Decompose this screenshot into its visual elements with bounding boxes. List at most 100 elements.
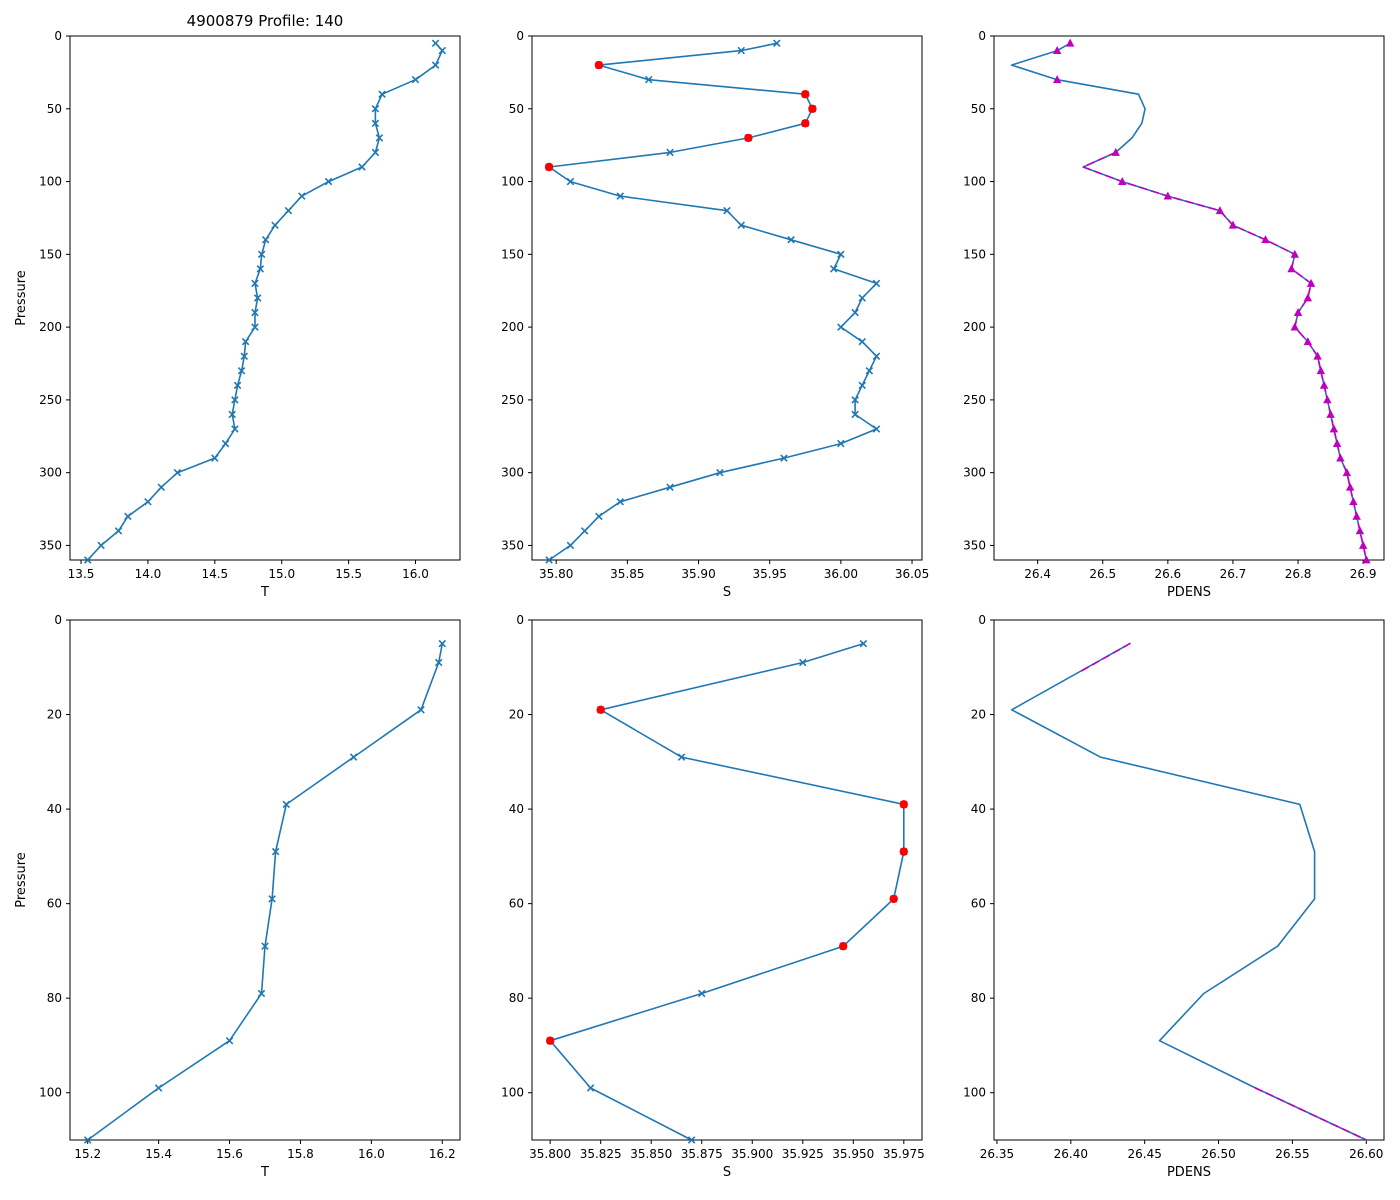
x-marker: [799, 658, 807, 667]
x-marker: [411, 75, 420, 84]
y-tick-label: 0: [516, 613, 524, 627]
x-marker: [566, 541, 575, 550]
y-tick-label: 250: [39, 393, 62, 407]
x-marker: [349, 753, 358, 761]
x-marker: [83, 556, 92, 564]
y-tick-label: 200: [963, 320, 986, 334]
x-tick-label: 26.60: [1349, 1147, 1383, 1161]
x-marker: [677, 753, 686, 761]
x-tick-label: 26.40: [1054, 1147, 1088, 1161]
x-marker: [154, 1084, 163, 1092]
y-tick-label: 50: [971, 102, 986, 116]
y-tick-label: 20: [47, 708, 62, 722]
series-line-salinity: [548, 42, 878, 561]
x-tick-label: 26.4: [1024, 567, 1051, 581]
y-tick-label: 250: [501, 393, 524, 407]
triangle-marker: [1332, 438, 1342, 447]
x-marker: [371, 148, 380, 157]
y-tick-label: 20: [971, 708, 986, 722]
x-marker: [378, 90, 386, 98]
x-marker: [271, 847, 280, 856]
x-marker: [298, 192, 306, 200]
x-marker: [253, 294, 262, 302]
x-marker: [431, 39, 440, 48]
x-marker: [83, 1136, 92, 1144]
x-tick-label: 26.9: [1350, 567, 1377, 581]
flagged-point-marker: [596, 705, 605, 715]
x-axis-label: T: [260, 1165, 269, 1180]
x-tick-label: 35.825: [580, 1147, 622, 1161]
y-tick-label: 200: [501, 320, 524, 334]
triangle-marker: [1052, 45, 1062, 54]
y-tick-label: 80: [971, 991, 986, 1005]
x-axis-label: T: [260, 585, 269, 600]
x-tick-label: 15.8: [287, 1147, 314, 1161]
y-tick-label: 100: [501, 175, 524, 189]
flagged-point-marker: [838, 941, 848, 951]
x-marker: [851, 308, 859, 317]
flagged-point-marker: [889, 894, 898, 904]
triangle-marker: [1326, 409, 1335, 418]
x-tick-label: 26.6: [1154, 567, 1181, 581]
x-marker: [282, 800, 291, 809]
x-axis-label: S: [723, 585, 731, 600]
x-marker: [261, 942, 269, 950]
y-tick-label: 40: [47, 802, 62, 816]
triangle-marker: [1319, 380, 1329, 389]
x-marker: [687, 1136, 696, 1144]
triangle-marker: [1287, 264, 1296, 273]
triangle-marker: [1329, 424, 1339, 433]
x-marker: [124, 512, 132, 521]
triangle-marker: [1118, 176, 1127, 185]
x-tick-label: 35.800: [529, 1147, 571, 1161]
x-tick-label: 14.0: [135, 567, 162, 581]
y-tick-label: 350: [501, 538, 524, 552]
series-line-salinity: [549, 642, 905, 1141]
y-tick-label: 100: [39, 175, 62, 189]
x-tick-label: 15.5: [335, 567, 362, 581]
figure-title: 4900879 Profile: 140: [187, 12, 344, 30]
series-line-pdens-overlay-dashed: [1082, 151, 1368, 561]
triangle-marker: [1306, 278, 1316, 287]
x-tick-label: 14.5: [201, 567, 228, 581]
y-axis-label: Pressure: [14, 852, 29, 908]
series-line-temperature: [86, 642, 444, 1141]
y-tick-label: 20: [509, 708, 524, 722]
x-marker: [737, 221, 745, 229]
y-tick-label: 80: [509, 991, 524, 1005]
y-tick-label: 300: [501, 466, 524, 480]
x-marker: [723, 206, 731, 215]
x-marker: [251, 323, 259, 331]
y-tick-label: 60: [971, 897, 986, 911]
triangle-marker: [1293, 307, 1303, 316]
x-marker: [284, 206, 293, 215]
x-tick-label: 35.95: [753, 567, 787, 581]
triangle-marker: [1261, 235, 1270, 244]
x-marker: [233, 381, 242, 390]
y-tick-label: 60: [47, 897, 62, 911]
x-marker: [851, 396, 859, 404]
y-tick-label: 200: [39, 320, 62, 334]
pdens-profile-chart-full: 26.4 26.5 26.6 26.7 26.8 26.9 0 50 100 150 200 250 3…: [963, 29, 1385, 600]
triangle-marker: [1052, 75, 1062, 84]
y-tick-label: 0: [978, 613, 986, 627]
x-marker: [586, 1084, 595, 1092]
y-tick-label: 150: [963, 247, 986, 261]
flagged-point-marker: [744, 133, 753, 143]
x-marker: [851, 410, 859, 419]
triangle-marker: [1358, 540, 1368, 549]
x-marker: [837, 323, 845, 331]
x-marker: [829, 265, 838, 273]
triangle-marker: [1316, 366, 1326, 375]
x-tick-label: 26.7: [1220, 567, 1247, 581]
y-tick-label: 40: [971, 802, 986, 816]
x-tick-label: 35.90: [681, 567, 715, 581]
y-tick-label: 250: [963, 393, 986, 407]
x-marker: [97, 541, 105, 550]
triangle-marker: [1342, 468, 1352, 477]
y-tick-label: 0: [978, 29, 986, 43]
x-marker: [438, 639, 447, 648]
triangle-marker: [1362, 555, 1371, 564]
series-line-pdens-overlay-top-dashed: [1078, 642, 1131, 673]
temperature-profile-chart-full: 13.5 14.0 14.5 15.0 15.5 16.0 0 50 100 150 200 250 3…: [14, 12, 461, 600]
